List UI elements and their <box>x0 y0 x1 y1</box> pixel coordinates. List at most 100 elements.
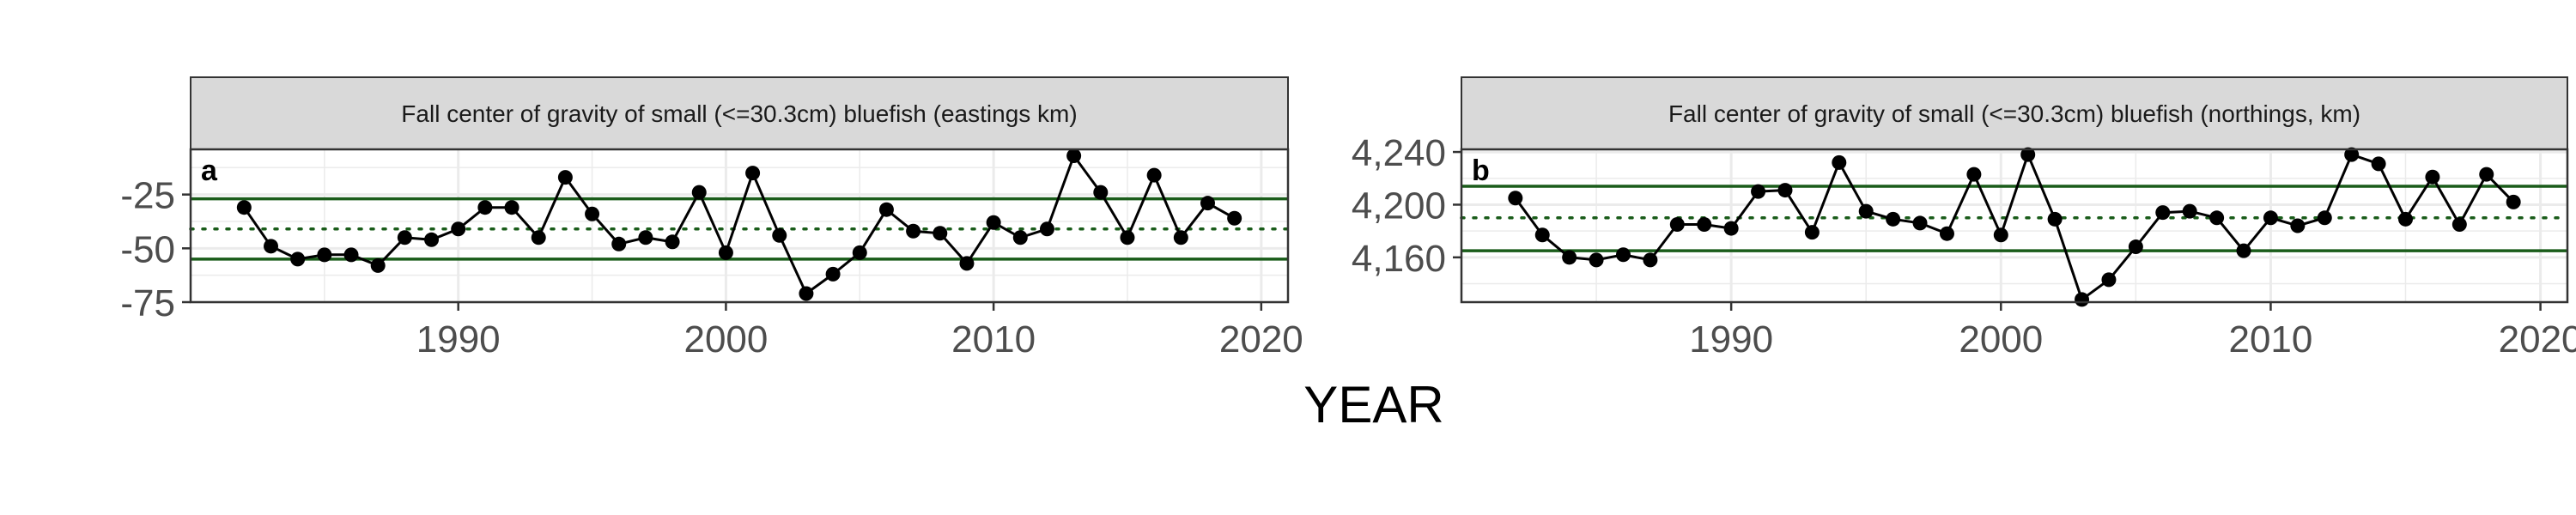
data-point-1994 <box>1832 154 1847 170</box>
facet-strip <box>190 76 1289 150</box>
data-point-2013 <box>2344 147 2360 162</box>
data-point-2015 <box>2398 211 2414 227</box>
data-point-2000 <box>718 245 733 260</box>
data-point-2014 <box>2371 156 2386 172</box>
data-point-2017 <box>1173 230 1188 245</box>
x-tick-label: 2020 <box>2499 318 2576 360</box>
y-tick-label: -50 <box>120 228 175 270</box>
x-tick-label: 2010 <box>951 318 1036 360</box>
data-point-2010 <box>986 215 1001 230</box>
data-point-1985 <box>317 247 332 263</box>
data-point-1988 <box>397 230 412 245</box>
data-point-2002 <box>772 227 787 243</box>
data-point-2009 <box>959 256 975 271</box>
data-point-2004 <box>2101 272 2117 288</box>
data-point-2001 <box>745 166 761 181</box>
data-point-1989 <box>1697 216 1712 232</box>
data-point-1993 <box>1804 225 1820 240</box>
facet-title: Fall center of gravity of small (<=30.3c… <box>1668 100 2360 127</box>
data-point-2000 <box>1993 227 2008 243</box>
data-point-1983 <box>264 239 279 254</box>
data-point-1982 <box>1508 191 1523 206</box>
data-point-1990 <box>1723 221 1739 236</box>
data-point-2012 <box>2317 210 2332 226</box>
data-point-2016 <box>2425 169 2440 185</box>
data-point-2005 <box>852 245 867 260</box>
grid <box>1461 149 2567 302</box>
data-point-2002 <box>2047 211 2063 227</box>
data-point-1986 <box>1615 247 1631 263</box>
panel-label: a <box>201 154 218 187</box>
facet-strip <box>1461 76 2568 150</box>
x-tick-label: 1990 <box>416 318 501 360</box>
data-point-1996 <box>611 236 627 251</box>
x-tick-label: 2020 <box>1219 318 1303 360</box>
plot-area <box>1461 149 2567 302</box>
data-point-2010 <box>2263 210 2278 226</box>
y-tick-label: -25 <box>120 175 175 217</box>
panel-border <box>1460 148 2569 304</box>
data-point-1993 <box>531 230 546 245</box>
data-point-1995 <box>585 206 600 221</box>
data-point-1999 <box>691 185 707 200</box>
data-point-2003 <box>2075 292 2090 307</box>
data-point-2004 <box>825 266 841 282</box>
y-tick-label: 4,240 <box>1352 132 1446 174</box>
data-point-2006 <box>878 202 894 217</box>
y-tick-label: -75 <box>120 282 175 324</box>
data-point-1987 <box>370 258 386 273</box>
data-point-1999 <box>1966 167 1982 182</box>
data-point-1994 <box>557 170 573 185</box>
data-point-2008 <box>2209 210 2225 226</box>
data-point-1987 <box>1643 252 1658 268</box>
data-point-1998 <box>1939 226 1954 241</box>
data-point-2007 <box>2182 203 2197 219</box>
data-point-2006 <box>2155 205 2171 221</box>
data-point-1991 <box>477 200 493 215</box>
data-point-2018 <box>1200 196 1215 211</box>
data-point-1990 <box>451 221 466 237</box>
x-tick-label: 2000 <box>683 318 768 360</box>
data-point-1982 <box>236 200 252 215</box>
x-tick-label: 2010 <box>2228 318 2312 360</box>
data-points <box>236 148 1242 301</box>
panel-b: Fall center of gravity of small (<=30.3c… <box>1352 76 2576 360</box>
data-point-1991 <box>1751 184 1766 199</box>
data-point-1997 <box>638 230 653 245</box>
data-point-2013 <box>1066 148 1082 164</box>
data-point-2019 <box>2506 194 2521 209</box>
y-tick-label: 4,200 <box>1352 185 1446 227</box>
data-point-1992 <box>504 200 519 215</box>
data-point-1995 <box>1858 203 1874 219</box>
data-point-2001 <box>2020 147 2036 162</box>
data-point-2003 <box>799 286 814 301</box>
data-point-1983 <box>1534 227 1550 243</box>
panel-border <box>189 148 1290 304</box>
data-point-2017 <box>2451 216 2467 232</box>
data-point-2007 <box>906 223 921 239</box>
data-point-2018 <box>2479 167 2494 182</box>
x-tick-label: 2000 <box>1959 318 2043 360</box>
x-tick-label: 1990 <box>1689 318 1773 360</box>
data-point-1998 <box>665 234 680 250</box>
data-point-1984 <box>290 251 306 267</box>
panel-label: b <box>1472 154 1490 187</box>
data-point-2019 <box>1227 210 1242 226</box>
data-point-2014 <box>1093 185 1109 200</box>
data-point-1997 <box>1912 215 1928 231</box>
data-point-1996 <box>1886 211 1901 227</box>
data-point-1989 <box>424 232 440 247</box>
data-point-2012 <box>1039 221 1054 237</box>
facet-title: Fall center of gravity of small (<=30.3c… <box>401 100 1077 127</box>
data-point-1985 <box>1589 252 1604 268</box>
panel-a: Fall center of gravity of small (<=30.3c… <box>120 76 1303 360</box>
data-point-1986 <box>343 247 359 263</box>
data-point-1988 <box>1669 216 1685 232</box>
data-point-2015 <box>1120 230 1135 245</box>
data-point-2005 <box>2128 239 2143 255</box>
data-point-2008 <box>933 226 948 241</box>
data-point-2009 <box>2236 243 2251 258</box>
data-point-1984 <box>1562 250 1577 265</box>
y-tick-label: 4,160 <box>1352 238 1446 280</box>
